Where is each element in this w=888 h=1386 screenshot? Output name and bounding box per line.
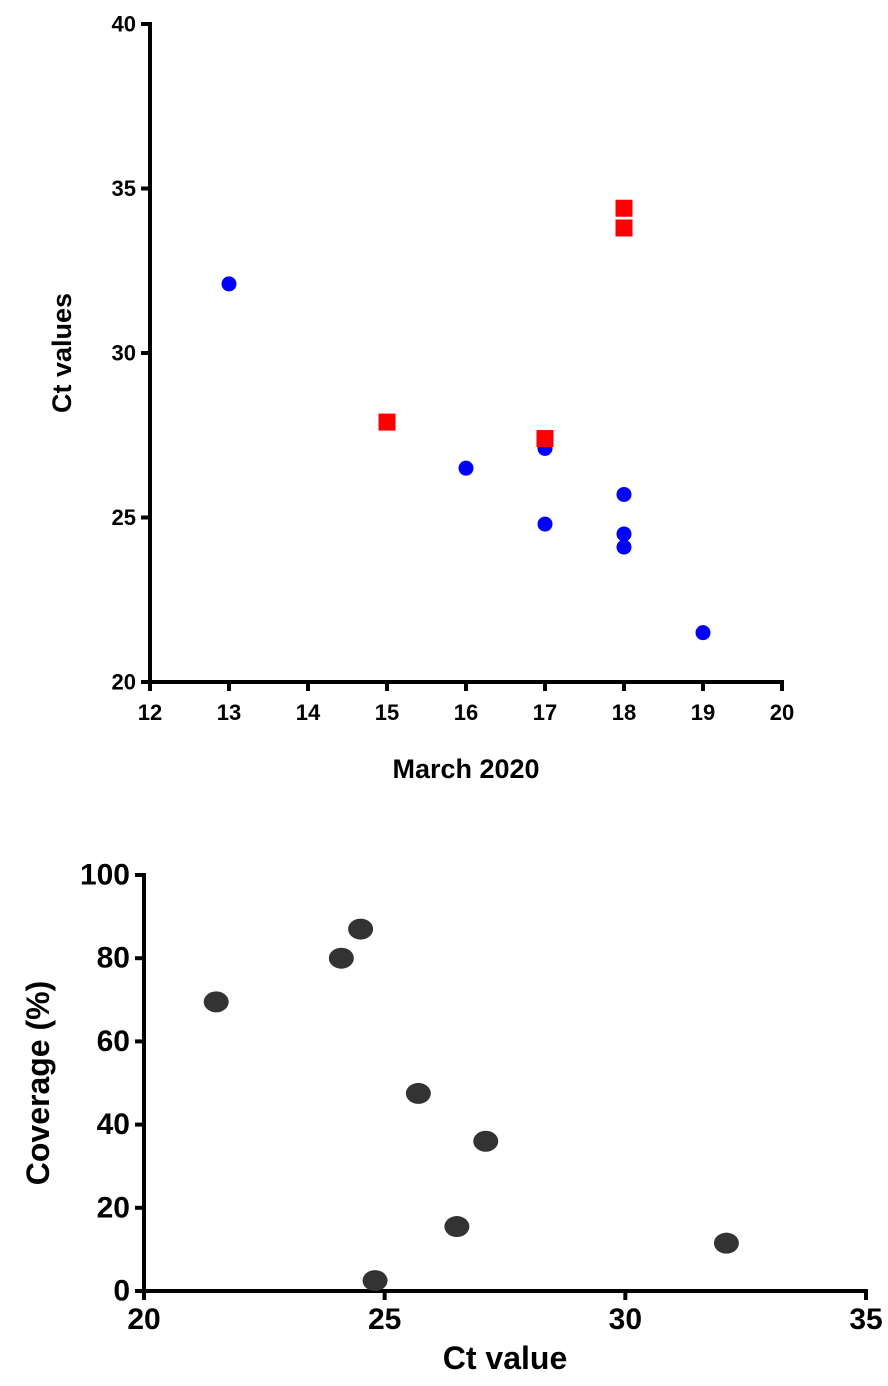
top-x-tick-label: 16 [454, 700, 478, 725]
bottom-series-0-point [362, 1270, 388, 1292]
bottom-y-axis-title: Coverage (%) [20, 981, 56, 1186]
bottom-x-tick-label: 35 [849, 1303, 882, 1336]
top-y-tick-label: 25 [112, 505, 136, 530]
top-x-tick-label: 13 [217, 700, 241, 725]
top-series-1-point [378, 413, 396, 431]
bottom-y-tick-label: 20 [97, 1191, 130, 1224]
bottom-series-0-point [473, 1130, 499, 1152]
bottom-y-tick-label: 60 [97, 1025, 130, 1058]
top-y-axis-title: Ct values [47, 293, 77, 413]
top-series-0-point [695, 625, 711, 641]
bottom-series-0-point [713, 1232, 739, 1254]
top-x-tick-label: 14 [296, 700, 321, 725]
top-series-0-point [458, 460, 474, 476]
bottom-y-tick-label: 100 [80, 859, 130, 892]
bottom-x-tick-label: 25 [368, 1303, 401, 1336]
bottom-series-0-point [348, 918, 374, 940]
top-x-tick-label: 20 [770, 700, 794, 725]
top-series-1-point [615, 199, 633, 217]
bottom-x-axis-title: Ct value [443, 1340, 567, 1376]
bottom-x-tick-label: 30 [609, 1303, 642, 1336]
ct-values-by-date-chart: 12 13 14 15 16 17 18 19 20 20 25 30 35 40 March 2020 Ct… [47, 12, 794, 785]
bottom-series-0-point [328, 947, 354, 969]
top-x-tick-label: 18 [612, 700, 636, 725]
top-series-1-point [615, 219, 633, 237]
top-y-tick-label: 20 [112, 670, 136, 695]
top-y-tick-label: 40 [112, 12, 136, 37]
top-series-0-point [616, 526, 632, 542]
bottom-series-0-point [444, 1216, 470, 1238]
top-y-tick-label: 30 [112, 341, 136, 366]
bottom-x-tick-label: 20 [127, 1303, 160, 1336]
top-y-tick-label: 35 [112, 176, 136, 201]
bottom-series-0-point [405, 1082, 431, 1104]
bottom-y-tick-label: 80 [97, 942, 130, 975]
top-x-tick-label: 17 [533, 700, 557, 725]
top-series-0-point [616, 486, 632, 502]
bottom-y-tick-label: 0 [113, 1275, 130, 1308]
bottom-y-tick-label: 40 [97, 1108, 130, 1141]
top-series-1-point [536, 430, 554, 448]
top-x-tick-label: 15 [375, 700, 399, 725]
top-series-0-point [616, 539, 632, 555]
top-x-tick-label: 12 [138, 700, 162, 725]
top-series-0-point [221, 276, 237, 292]
top-x-tick-label: 19 [691, 700, 715, 725]
bottom-series-0-point [203, 991, 229, 1013]
top-series-0-point [537, 516, 553, 532]
top-x-axis-title: March 2020 [392, 754, 539, 784]
